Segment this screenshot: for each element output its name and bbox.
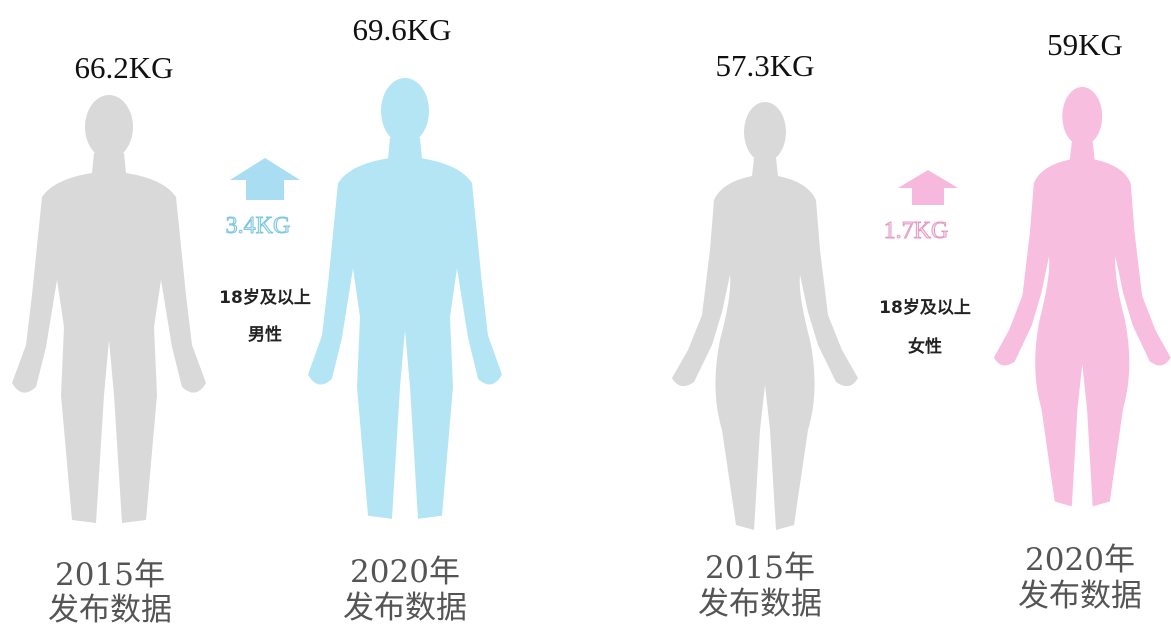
- silhouette-2015: [672, 102, 858, 530]
- audience-age: 18岁及以上: [879, 297, 971, 318]
- infographic: 3.4KG 18岁及以上 男性 66.2KG 69.6KG 2015年 发布数据…: [0, 0, 1171, 628]
- audience-gender: 女性: [908, 336, 942, 357]
- male-group: 3.4KG 18岁及以上 男性 66.2KG 69.6KG 2015年 发布数据…: [12, 12, 502, 628]
- audience-age: 18岁及以上: [219, 287, 311, 308]
- up-arrow: [230, 158, 300, 200]
- silhouette-2015: [12, 95, 206, 523]
- year-label: 2020年: [1025, 542, 1135, 578]
- year-label: 2015年: [705, 550, 815, 586]
- audience-gender: 男性: [248, 324, 282, 345]
- change-label: 3.4KG: [226, 213, 291, 239]
- weight-label: 66.2KG: [74, 50, 173, 85]
- silhouette-2020: [308, 78, 502, 519]
- silhouette-2020: [994, 87, 1171, 506]
- female-group: 1.7KG 18岁及以上 女性 57.3KG 59KG 2015年 发布数据 2…: [672, 27, 1171, 622]
- caption: 发布数据: [48, 592, 172, 628]
- up-arrow: [898, 170, 958, 205]
- weight-label: 57.3KG: [715, 48, 814, 83]
- weight-label: 69.6KG: [352, 12, 451, 47]
- change-label: 1.7KG: [884, 218, 949, 244]
- caption: 发布数据: [343, 590, 467, 626]
- year-label: 2015年: [55, 557, 165, 593]
- weight-label: 59KG: [1047, 27, 1123, 62]
- caption: 发布数据: [1018, 578, 1142, 614]
- caption: 发布数据: [698, 586, 822, 622]
- year-label: 2020年: [350, 554, 460, 590]
